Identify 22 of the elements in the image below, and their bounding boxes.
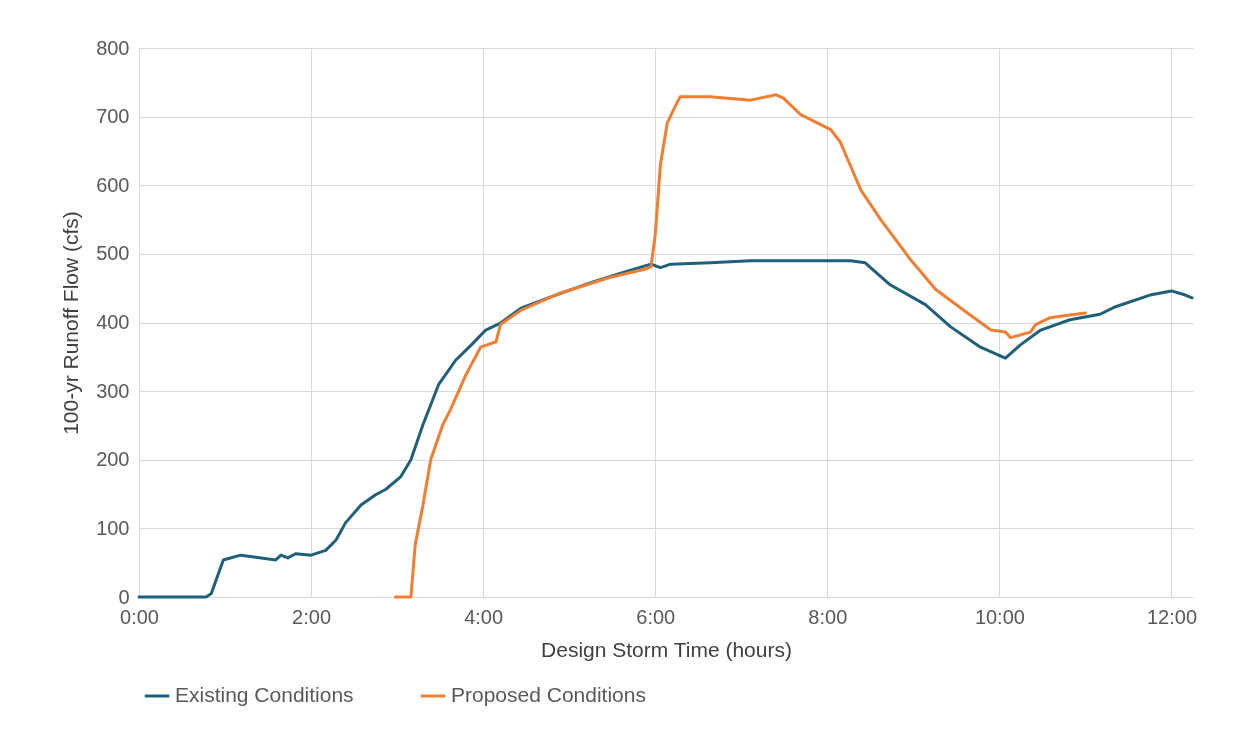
- legend-label: Existing Conditions: [175, 683, 354, 706]
- y-tick-label: 100: [96, 516, 130, 539]
- y-axis-title: 100-yr Runoff Flow (cfs): [59, 211, 83, 435]
- y-tick-label: 500: [96, 242, 130, 265]
- x-tick-label: 4:00: [464, 605, 504, 628]
- line-series: [393, 93, 1087, 599]
- x-tick-label: 2:00: [292, 605, 332, 628]
- x-tick-label: 12:00: [1146, 605, 1198, 628]
- x-tick-label: 10:00: [974, 605, 1025, 628]
- y-tick-label: 800: [96, 36, 130, 59]
- x-tick-label: 6:00: [636, 605, 676, 628]
- y-tick-label: 600: [96, 173, 130, 196]
- y-tick-label: 0: [118, 585, 130, 608]
- y-tick-label: 700: [96, 105, 130, 128]
- x-axis-title: Design Storm Time (hours): [541, 637, 792, 661]
- y-tick-label: 200: [96, 448, 130, 471]
- line-series: [137, 259, 1194, 599]
- legend-label: Proposed Conditions: [451, 683, 646, 706]
- y-tick-label: 400: [96, 311, 130, 333]
- y-tick-label: 300: [96, 379, 130, 402]
- x-tick-label: 8:00: [808, 605, 848, 628]
- x-tick-label: 0:00: [120, 605, 159, 628]
